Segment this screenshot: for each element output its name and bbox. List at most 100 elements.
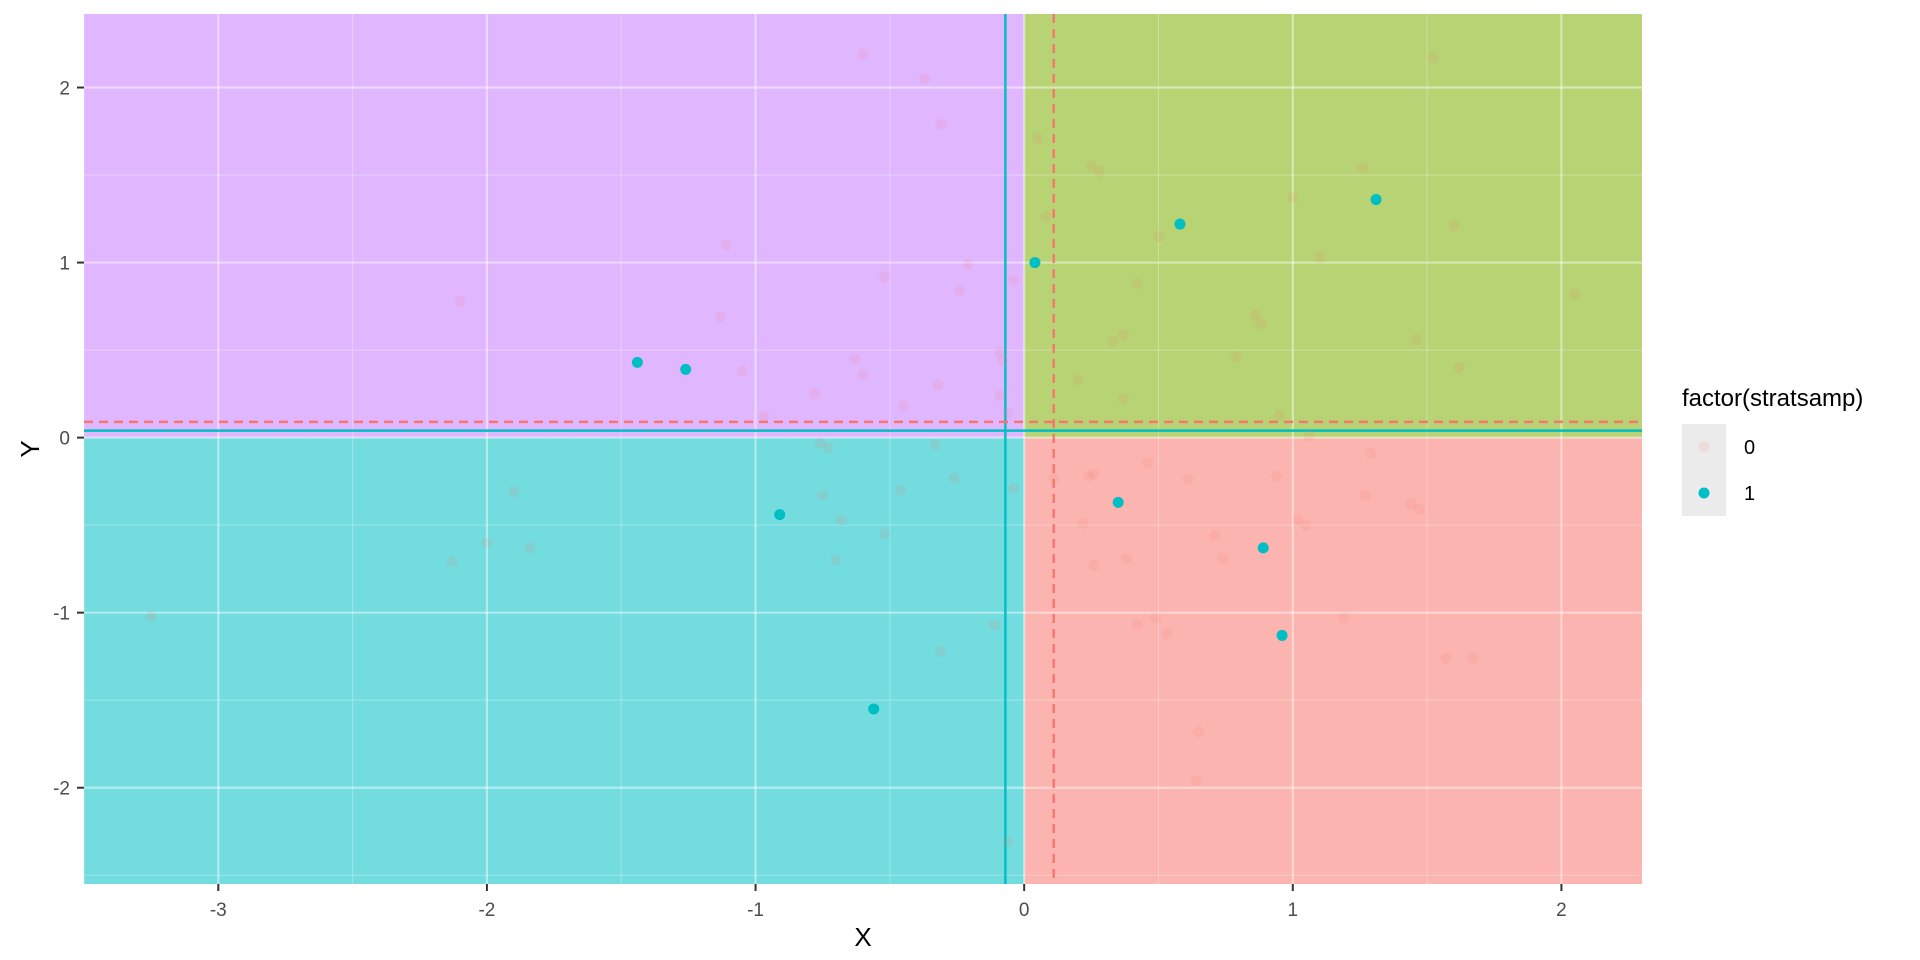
point-series-0-61 bbox=[1303, 430, 1315, 442]
point-series-0-83 bbox=[1440, 652, 1452, 664]
legend: factor(stratsamp) 0 1 bbox=[1682, 385, 1863, 516]
point-series-0-24 bbox=[948, 472, 960, 484]
point-series-0-86 bbox=[1190, 775, 1202, 787]
point-series-0-2 bbox=[935, 118, 947, 130]
point-series-0-5 bbox=[454, 295, 466, 307]
point-series-0-40 bbox=[1032, 132, 1044, 144]
legend-title: factor(stratsamp) bbox=[1682, 385, 1863, 412]
point-series-0-1 bbox=[919, 73, 931, 85]
point-series-0-52 bbox=[1255, 318, 1267, 330]
point-series-0-73 bbox=[1292, 514, 1304, 526]
point-series-0-81 bbox=[1131, 619, 1143, 631]
point-series-0-60 bbox=[1273, 409, 1285, 421]
point-series-0-68 bbox=[1271, 470, 1283, 482]
legend-label-1: 1 bbox=[1744, 483, 1755, 505]
point-series-0-77 bbox=[1120, 552, 1132, 564]
point-series-0-42 bbox=[1093, 166, 1105, 178]
y-tick-label-3: 1 bbox=[59, 254, 70, 275]
point-series-0-41 bbox=[1085, 160, 1097, 172]
point-series-0-12 bbox=[736, 365, 748, 377]
point-series-0-10 bbox=[849, 353, 861, 365]
point-series-0-54 bbox=[1107, 335, 1119, 347]
point-series-0-27 bbox=[1007, 482, 1019, 494]
point-series-0-46 bbox=[1448, 220, 1460, 232]
point-series-1-5 bbox=[774, 509, 786, 521]
point-series-0-26 bbox=[895, 484, 907, 496]
point-series-0-7 bbox=[954, 285, 966, 297]
point-series-0-32 bbox=[524, 542, 536, 554]
legend-key-1 bbox=[1698, 487, 1710, 499]
point-series-0-63 bbox=[1365, 447, 1377, 459]
point-series-1-4 bbox=[680, 363, 692, 375]
point-series-0-9 bbox=[1007, 274, 1019, 286]
point-series-0-36 bbox=[989, 619, 1001, 631]
point-series-0-51 bbox=[1249, 309, 1261, 321]
point-series-0-72 bbox=[1077, 517, 1089, 529]
point-series-0-70 bbox=[1405, 498, 1417, 510]
point-series-0-16 bbox=[897, 400, 909, 412]
point-series-0-20 bbox=[1002, 407, 1014, 419]
point-series-0-75 bbox=[1209, 530, 1221, 542]
point-series-0-69 bbox=[1359, 489, 1371, 501]
point-series-0-18 bbox=[758, 411, 770, 423]
point-series-0-19 bbox=[994, 390, 1006, 402]
y-tick-label-0: -2 bbox=[53, 779, 70, 800]
point-series-0-30 bbox=[878, 528, 890, 540]
axis-ticks: -3 -2 -1 0 1 2 -2 -1 0 1 2 bbox=[53, 79, 1567, 921]
x-tick-label-1: -2 bbox=[478, 900, 495, 921]
point-series-0-22 bbox=[822, 442, 834, 454]
point-series-0-50 bbox=[1569, 288, 1581, 300]
y-tick-label-2: 0 bbox=[59, 429, 70, 450]
point-series-0-39 bbox=[1426, 52, 1438, 64]
legend-label-0: 0 bbox=[1744, 437, 1755, 459]
point-series-0-62 bbox=[1142, 456, 1154, 468]
point-series-0-64 bbox=[1048, 472, 1060, 484]
point-series-0-84 bbox=[1467, 652, 1479, 664]
point-series-0-17 bbox=[932, 379, 944, 391]
point-series-0-47 bbox=[1152, 230, 1164, 242]
point-series-1-7 bbox=[1257, 542, 1269, 554]
y-axis-label: Y bbox=[15, 440, 45, 457]
point-series-0-49 bbox=[1131, 278, 1143, 290]
x-tick-label-0: -3 bbox=[210, 900, 227, 921]
point-series-0-14 bbox=[994, 346, 1006, 358]
point-series-0-76 bbox=[1088, 559, 1100, 571]
data-points bbox=[145, 48, 1581, 848]
point-series-0-0 bbox=[857, 48, 869, 60]
point-series-0-23 bbox=[930, 439, 942, 451]
x-tick-label-2: -1 bbox=[747, 900, 764, 921]
point-series-0-13 bbox=[809, 388, 821, 400]
point-series-0-74 bbox=[1300, 519, 1312, 531]
x-tick-label-4: 1 bbox=[1288, 900, 1299, 921]
point-series-1-2 bbox=[1029, 257, 1041, 269]
point-series-0-25 bbox=[817, 489, 829, 501]
point-series-0-57 bbox=[1453, 362, 1465, 374]
point-series-0-56 bbox=[1230, 351, 1242, 363]
point-series-0-55 bbox=[1410, 334, 1422, 346]
x-tick-label-5: 2 bbox=[1556, 900, 1567, 921]
point-series-0-6 bbox=[878, 271, 890, 283]
point-series-0-3 bbox=[720, 239, 732, 251]
point-series-1-3 bbox=[631, 356, 643, 368]
x-axis-label: X bbox=[854, 922, 871, 952]
point-series-0-79 bbox=[1338, 612, 1350, 624]
point-series-0-67 bbox=[1182, 474, 1194, 486]
point-series-1-8 bbox=[1276, 629, 1288, 641]
point-series-0-45 bbox=[1040, 211, 1052, 223]
point-series-0-21 bbox=[814, 437, 826, 449]
point-series-0-85 bbox=[1193, 726, 1205, 738]
point-series-0-11 bbox=[857, 369, 869, 381]
point-series-0-35 bbox=[145, 610, 157, 622]
point-series-0-38 bbox=[1002, 836, 1014, 848]
point-series-0-15 bbox=[997, 355, 1009, 367]
quadrant-1 bbox=[1024, 14, 1642, 438]
point-series-0-34 bbox=[446, 556, 458, 568]
point-series-0-8 bbox=[715, 311, 727, 323]
legend-key-bg-0 bbox=[1682, 424, 1726, 470]
point-series-0-43 bbox=[1357, 162, 1369, 174]
point-series-1-9 bbox=[868, 703, 880, 715]
quadrant-3 bbox=[1024, 437, 1642, 884]
point-series-0-71 bbox=[1413, 503, 1425, 515]
x-tick-label-3: 0 bbox=[1019, 900, 1030, 921]
